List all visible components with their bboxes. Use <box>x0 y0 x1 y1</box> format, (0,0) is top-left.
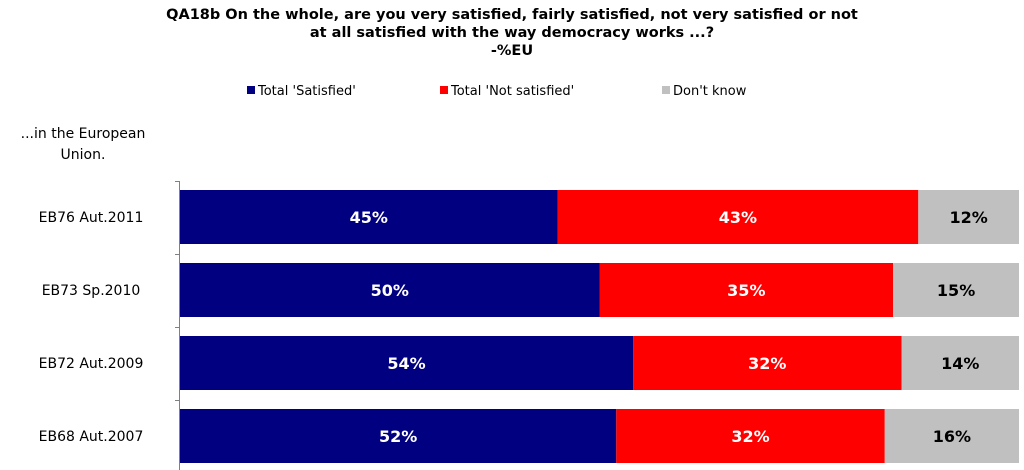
bar-segment <box>884 409 1019 463</box>
chart-subtitle-line-2: Union. <box>60 147 106 163</box>
data-label: 45% <box>350 208 388 227</box>
legend-item-dont-know: Don't know <box>662 83 746 101</box>
bar-segment <box>918 190 1019 244</box>
legend-swatch-dont-know <box>662 86 670 94</box>
bar-segment <box>180 409 617 463</box>
chart-title-line-2: at all satisfied with the way democracy … <box>309 25 715 41</box>
data-label: 32% <box>731 427 769 446</box>
data-label: 15% <box>937 281 975 300</box>
data-label: 14% <box>941 354 979 373</box>
bar-segment <box>557 190 919 244</box>
data-label: 12% <box>950 208 988 227</box>
bar-segment <box>616 409 885 463</box>
bar-segment <box>893 263 1019 317</box>
category-label: EB73 Sp.2010 <box>42 283 141 299</box>
legend-item-satisfied: Total 'Satisfied' <box>247 83 356 101</box>
legend-swatch-satisfied <box>247 86 255 94</box>
chart-subtitle: ...in the European Union. <box>0 124 166 166</box>
category-label: EB72 Aut.2009 <box>39 356 144 372</box>
chart-title: QA18b On the whole, are you very satisfi… <box>0 6 1024 60</box>
legend-swatch-not-satisfied <box>440 86 448 94</box>
legend-label-satisfied: Total 'Satisfied' <box>258 84 356 99</box>
bar-segment <box>180 263 600 317</box>
legend-label-dont-know: Don't know <box>673 84 747 99</box>
bar-segment <box>599 263 894 317</box>
legend-label-not-satisfied: Total 'Not satisfied' <box>451 84 575 99</box>
data-label: 16% <box>933 427 971 446</box>
data-label: 52% <box>379 427 417 446</box>
chart-subtitle-line-1: ...in the European <box>20 126 146 142</box>
bar-segment <box>180 190 558 244</box>
chart-title-line-3: -%EU <box>490 43 534 59</box>
bar-segment <box>180 336 634 390</box>
data-label: 35% <box>727 281 765 300</box>
bar-segment <box>901 336 1019 390</box>
chart-title-line-1: QA18b On the whole, are you very satisfi… <box>166 7 858 23</box>
chart-legend: Total 'Satisfied' Total 'Not satisfied' … <box>0 83 1024 101</box>
data-label: 54% <box>387 354 425 373</box>
legend-item-not-satisfied: Total 'Not satisfied' <box>440 83 574 101</box>
data-label: 50% <box>371 281 409 300</box>
category-label: EB76 Aut.2011 <box>39 210 144 226</box>
data-label: 32% <box>748 354 786 373</box>
data-label: 43% <box>719 208 757 227</box>
bar-segment <box>633 336 902 390</box>
category-label: EB68 Aut.2007 <box>39 429 144 445</box>
